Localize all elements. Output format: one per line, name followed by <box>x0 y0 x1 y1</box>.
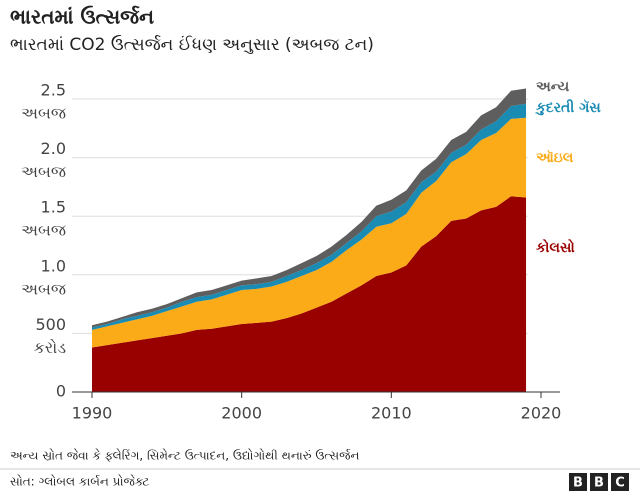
series-label: કોલસો <box>536 238 575 256</box>
area <box>92 196 527 392</box>
logo-letter: B <box>573 476 583 491</box>
logo: B B C <box>569 473 629 491</box>
x-tick-label: 2010 <box>371 404 412 423</box>
y-tick-label: 1.5 <box>41 198 66 217</box>
logo-letter: B <box>594 476 604 491</box>
series-label: કુદરતી ગૅસ <box>535 99 601 117</box>
chart-source: સોત: ગ્લોબલ કાર્બન પ્રોજેક્ટ <box>10 474 149 488</box>
logo-box <box>611 473 629 491</box>
logo-letter: C <box>615 476 625 491</box>
y-tick-label: 2.5 <box>41 81 66 100</box>
x-tick-label: 1990 <box>72 404 113 423</box>
y-tick-label: કરોડ <box>34 338 67 357</box>
chart-note: અન્ય સ્રોત જેવા કે ફ્લેરિંગ, સિમેન્ટ ઉત્… <box>10 448 359 462</box>
x-tick-label: 2020 <box>521 404 562 423</box>
logo-box <box>569 473 587 491</box>
y-tick-label: અબજ <box>21 104 67 123</box>
y-tick-label: 500 <box>35 315 66 334</box>
y-tick-label: 0 <box>56 382 66 401</box>
y-tick-label: અબજ <box>21 221 67 240</box>
chart-title: ભારતમાં ઉત્સર્જન <box>10 5 154 29</box>
series-label: અન્ય <box>536 79 570 95</box>
chart-subtitle: ભારતમાં CO2 ઉત્સર્જન ઈંધણ અનુસાર (અબજ ટન… <box>10 35 374 55</box>
y-tick-label: 1.0 <box>41 256 66 275</box>
logo-box <box>590 473 608 491</box>
series-label: ઑઇલ <box>536 149 574 166</box>
area <box>92 117 527 348</box>
y-tick-label: અબજ <box>21 162 67 181</box>
y-tick-label: 2.0 <box>41 139 66 158</box>
x-tick-label: 2000 <box>221 404 262 423</box>
y-tick-label: અબજ <box>21 279 67 298</box>
